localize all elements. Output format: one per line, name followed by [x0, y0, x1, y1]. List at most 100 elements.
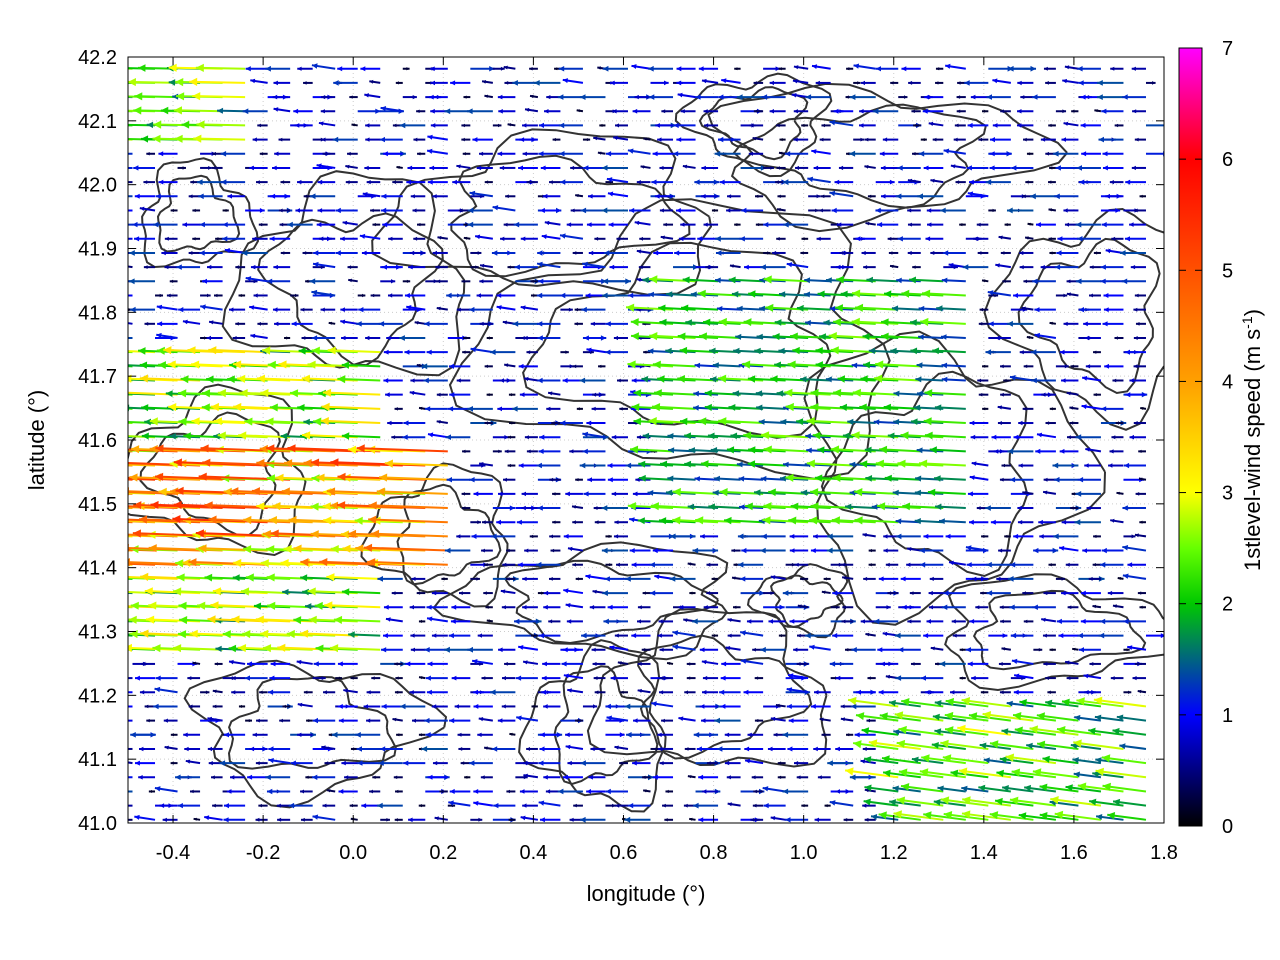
wind-arrow: [586, 222, 606, 227]
wind-arrow: [424, 647, 448, 653]
wind-arrow: [769, 109, 786, 114]
wind-arrow: [659, 208, 674, 213]
wind-arrow: [704, 123, 719, 128]
wind-arrow: [627, 502, 674, 511]
wind-arrow-head: [228, 644, 237, 653]
wind-arrow-head: [350, 676, 354, 680]
wind-arrow-head: [761, 94, 768, 100]
wind-arrow: [695, 516, 741, 525]
wind-arrow-head: [789, 548, 795, 553]
wind-arrow: [449, 392, 471, 398]
wind-arrow-head: [540, 817, 545, 823]
wind-arrow: [648, 94, 674, 100]
wind-arrow-head: [496, 293, 502, 298]
wind-arrow-head: [743, 689, 749, 695]
wind-arrow-head: [369, 789, 373, 794]
wind-arrow: [727, 194, 741, 199]
wind-arrow-head: [431, 704, 437, 709]
wind-arrow-head: [150, 500, 159, 509]
wind-arrow: [753, 789, 764, 794]
wind-arrow-head: [710, 447, 718, 454]
wind-arrow: [245, 276, 268, 283]
wind-arrow-head: [641, 376, 648, 383]
wind-arrow-head: [330, 501, 339, 510]
wind-arrow-head: [607, 463, 613, 469]
wind-arrow-head: [267, 601, 276, 610]
wind-arrow-head: [347, 529, 357, 538]
wind-arrow: [530, 634, 538, 638]
wind-arrow-head: [560, 233, 566, 239]
wind-arrow-head: [498, 647, 503, 653]
wind-arrow-head: [748, 290, 756, 298]
wind-arrow: [754, 347, 786, 355]
wind-arrow-head: [337, 66, 343, 72]
wind-arrow: [583, 165, 606, 171]
wind-arrow-head: [451, 604, 457, 610]
wind-arrow-head: [636, 277, 641, 282]
wind-arrow-head: [278, 137, 283, 142]
wind-arrow: [372, 775, 381, 779]
wind-arrow-head: [313, 250, 319, 256]
wind-arrow-head: [322, 502, 331, 511]
wind-arrow-head: [461, 492, 465, 496]
wind-arrow: [505, 577, 516, 581]
wind-arrow-head: [542, 661, 547, 667]
wind-arrow-head: [380, 106, 387, 112]
wind-arrow: [473, 704, 493, 709]
wind-arrow: [258, 222, 268, 227]
wind-arrow-head: [603, 250, 610, 256]
wind-arrow-head: [575, 193, 579, 198]
wind-arrow: [410, 378, 426, 383]
wind-arrow-head: [351, 123, 355, 127]
wind-arrow: [428, 94, 448, 100]
wind-arrow-head: [650, 502, 659, 511]
wind-arrow-head: [342, 544, 351, 553]
wind-arrow-head: [659, 208, 664, 213]
wind-arrow-head: [779, 151, 783, 155]
wind-arrow-head: [575, 718, 579, 723]
wind-arrow-head: [733, 563, 737, 567]
wind-arrow: [614, 745, 629, 750]
wind-arrow-head: [643, 137, 647, 141]
wind-arrow: [192, 208, 201, 213]
wind-arrow-head: [473, 789, 479, 794]
wind-arrow-head: [648, 291, 654, 298]
wind-arrow-head: [753, 789, 757, 794]
wind-arrow: [359, 233, 381, 240]
wind-arrow: [497, 151, 516, 157]
wind-arrow-head: [294, 123, 300, 128]
wind-arrow-head: [572, 364, 577, 369]
wind-arrow: [163, 718, 178, 723]
wind-arrow-head: [310, 502, 319, 511]
wind-arrow: [708, 503, 741, 511]
wind-arrow-head: [247, 661, 252, 667]
wind-arrow-head: [580, 207, 587, 214]
wind-arrow: [737, 533, 764, 540]
wind-arrow: [245, 208, 265, 213]
wind-arrow-head: [252, 137, 257, 142]
wind-arrow: [760, 646, 786, 653]
wind-arrow-head: [448, 800, 454, 806]
contour-line: [183, 659, 448, 809]
wind-arrow-head: [69, 544, 77, 552]
wind-arrow-head: [379, 473, 388, 482]
wind-arrow-head: [68, 558, 76, 566]
wind-arrow: [697, 236, 719, 242]
wind-arrow-head: [672, 630, 679, 636]
wind-arrow-shaft: [172, 646, 223, 651]
wind-arrow-head: [357, 760, 363, 766]
wind-arrow-head: [593, 506, 598, 510]
wind-arrow-head: [117, 320, 122, 324]
wind-arrow-head: [309, 193, 316, 200]
wind-arrow-head: [562, 378, 568, 383]
wind-arrow-head: [604, 576, 610, 582]
wind-arrow-shaft: [368, 504, 448, 510]
wind-arrow: [652, 548, 674, 554]
wind-arrow-head: [672, 644, 679, 650]
wind-arrow-head: [385, 392, 390, 397]
wind-arrow: [476, 165, 493, 171]
wind-arrow: [288, 515, 358, 525]
wind-arrow: [586, 420, 606, 426]
wind-arrow-head: [642, 591, 646, 595]
wind-arrow: [128, 407, 133, 410]
